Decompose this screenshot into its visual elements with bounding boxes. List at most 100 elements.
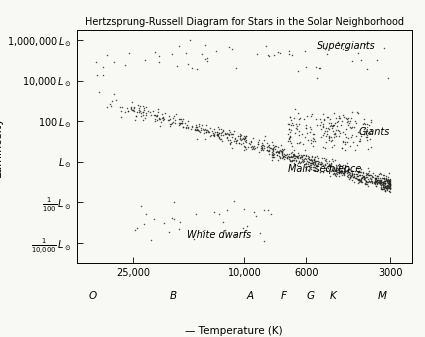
Point: [363, 128, 369, 133]
Point: [201, 126, 208, 131]
Point: [347, 172, 354, 178]
Point: [290, 158, 297, 163]
Point: [327, 163, 334, 169]
Point: [385, 184, 392, 189]
Point: [386, 183, 393, 189]
Point: [286, 157, 293, 163]
Point: [348, 126, 354, 131]
Point: [383, 179, 390, 184]
Point: [354, 109, 360, 115]
Point: [245, 144, 252, 149]
Point: [358, 179, 365, 184]
Point: [382, 183, 389, 188]
Point: [324, 160, 331, 165]
Point: [270, 145, 277, 150]
Point: [329, 145, 335, 150]
Point: [121, 62, 128, 67]
Point: [290, 152, 297, 157]
Point: [364, 181, 371, 186]
Point: [338, 119, 345, 124]
Point: [366, 179, 372, 184]
Point: [373, 182, 380, 187]
Point: [279, 151, 286, 156]
Point: [381, 178, 388, 184]
Point: [328, 134, 334, 139]
Point: [233, 137, 240, 143]
Point: [349, 172, 356, 177]
Point: [317, 65, 324, 70]
Point: [358, 166, 365, 172]
Point: [360, 173, 366, 179]
Point: [140, 109, 147, 115]
Point: [242, 135, 249, 141]
Point: [330, 159, 337, 164]
Point: [378, 182, 385, 188]
Point: [341, 171, 348, 176]
Point: [267, 145, 274, 151]
Point: [294, 155, 301, 161]
Point: [170, 120, 176, 125]
Point: [303, 65, 310, 70]
Point: [307, 157, 314, 163]
Point: [339, 47, 346, 52]
Point: [352, 118, 359, 124]
Point: [341, 168, 348, 173]
Point: [165, 117, 172, 123]
Point: [379, 179, 386, 185]
Point: [385, 180, 392, 185]
Point: [382, 184, 389, 189]
Point: [342, 162, 349, 167]
Point: [232, 233, 238, 238]
Point: [279, 146, 286, 151]
Point: [312, 154, 318, 159]
Point: [341, 168, 348, 173]
Point: [372, 178, 379, 184]
Point: [386, 177, 393, 182]
Point: [94, 72, 101, 78]
Point: [182, 121, 189, 126]
Point: [291, 153, 298, 159]
Point: [313, 64, 320, 69]
Point: [385, 75, 391, 81]
Point: [374, 175, 381, 181]
Point: [193, 124, 199, 129]
Point: [281, 155, 288, 160]
Point: [249, 145, 256, 151]
Point: [310, 167, 317, 172]
Point: [387, 179, 394, 185]
Point: [353, 172, 360, 177]
Point: [290, 153, 297, 158]
Point: [372, 183, 379, 189]
Point: [294, 153, 301, 159]
Point: [362, 172, 369, 178]
Point: [275, 50, 282, 55]
Point: [282, 152, 289, 157]
Point: [377, 180, 384, 185]
Point: [379, 186, 386, 192]
Point: [274, 152, 280, 157]
Point: [340, 162, 347, 168]
Point: [255, 142, 261, 147]
Point: [167, 121, 174, 126]
Point: [374, 180, 381, 185]
Point: [239, 137, 246, 142]
Point: [380, 176, 387, 181]
Point: [386, 180, 393, 185]
Point: [286, 52, 293, 57]
Point: [136, 103, 143, 109]
Point: [242, 133, 249, 139]
Point: [359, 171, 366, 176]
Point: [378, 180, 385, 185]
Point: [299, 153, 306, 158]
Point: [111, 59, 118, 64]
Point: [377, 178, 384, 183]
Point: [348, 174, 354, 179]
Point: [358, 178, 365, 184]
Point: [264, 148, 271, 153]
Point: [155, 59, 162, 64]
Point: [367, 172, 374, 178]
Point: [318, 161, 325, 166]
Point: [372, 178, 379, 183]
Point: [340, 139, 347, 144]
Point: [383, 185, 390, 190]
